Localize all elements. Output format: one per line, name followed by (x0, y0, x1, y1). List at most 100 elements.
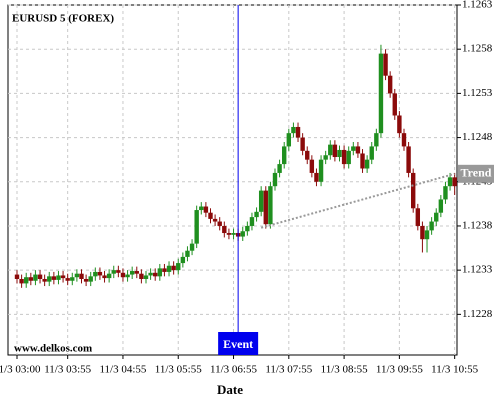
candle-body (97, 271, 103, 276)
candle-body (217, 221, 222, 226)
candle-body (401, 133, 407, 147)
candle-body (88, 276, 93, 282)
candle-body (282, 146, 287, 165)
candle-body (438, 199, 444, 213)
candle-body (258, 190, 264, 212)
x-tick-label: 11/3 05:55 (155, 364, 202, 376)
x-tick-label: 11/3 03:00 (0, 364, 41, 376)
candle-body (111, 270, 116, 274)
candle-body (14, 274, 20, 279)
candle-body (305, 150, 310, 160)
x-tick-label: 11/3 09:55 (376, 364, 423, 376)
x-tick-label: 11/3 06:55 (210, 364, 257, 376)
candle-body (74, 273, 80, 278)
candle-body (452, 177, 457, 187)
candle-body (263, 190, 268, 225)
candle-body (134, 271, 139, 274)
x-tick-label: 11/3 10:55 (431, 364, 478, 376)
candle-body (226, 233, 232, 235)
plot-frame (7, 4, 458, 356)
candle-body (387, 75, 393, 94)
candle-body (212, 218, 218, 222)
candle-body (24, 277, 29, 284)
candle-body (153, 272, 158, 277)
candle-body (83, 278, 89, 282)
candle-body (323, 155, 328, 160)
candle-body (300, 137, 305, 151)
candle-body (139, 273, 144, 279)
candle-body (332, 144, 338, 158)
candle-body (33, 274, 38, 281)
candle-body (231, 233, 236, 235)
candle-body (272, 172, 278, 187)
candle-body (19, 278, 24, 284)
candle-body (93, 271, 98, 277)
candle-body (37, 274, 43, 279)
candle-body (434, 212, 439, 222)
candle-body (116, 270, 121, 273)
candle-body (162, 268, 167, 272)
watermark: www.delkos.com (14, 343, 92, 355)
trend-label-box (458, 164, 494, 183)
candle-body (364, 159, 370, 169)
candle-body (341, 149, 347, 165)
candle-body (143, 275, 149, 279)
candle-body (70, 277, 75, 281)
candle-body (443, 186, 448, 200)
candle-body (129, 271, 135, 275)
candle-body (369, 146, 374, 160)
candle-body (415, 208, 421, 226)
candle-body (176, 263, 181, 271)
candle-body (120, 272, 126, 278)
candle-body (125, 274, 130, 278)
candle-body (203, 206, 209, 213)
candle-body (79, 273, 84, 279)
candle-body (309, 159, 315, 173)
event-label-box (218, 332, 259, 355)
candle-body (277, 164, 282, 173)
x-tick-label: 11/3 08:55 (321, 364, 368, 376)
trend-line (260, 172, 455, 229)
candle-body (249, 217, 255, 226)
candle-body (447, 177, 453, 187)
candle-body (148, 272, 153, 276)
candle-body (199, 206, 204, 211)
candle-body (291, 126, 296, 134)
candle-body (286, 133, 292, 147)
y-tick-label: 1.1263 (462, 0, 493, 11)
candle-body (106, 273, 112, 279)
candle-body (383, 53, 388, 76)
candle-body (254, 211, 259, 218)
candle-body (337, 149, 342, 158)
candle-body (222, 225, 227, 234)
candle-body (194, 210, 199, 244)
event-label: Event (223, 337, 253, 351)
candle-body (102, 275, 107, 279)
candle-body (42, 278, 47, 282)
candle-body (51, 276, 57, 280)
candle-body (28, 277, 34, 281)
chart-title: EURUSD 5 (FOREX) (12, 13, 114, 25)
candle-body (378, 53, 384, 134)
y-tick-label: 1.1248 (462, 131, 493, 143)
candle-body (351, 146, 356, 151)
x-tick-label: 11/3 07:55 (265, 364, 312, 376)
candle-body (157, 268, 163, 277)
candle-body (328, 144, 333, 156)
candle-body (245, 225, 250, 232)
candle-body (397, 115, 402, 134)
y-tick-label: 1.1238 (462, 219, 493, 231)
y-tick-label: 1.1233 (462, 264, 493, 276)
candle-body (392, 93, 397, 116)
candle-body (314, 172, 319, 182)
y-tick-label: 1.1253 (462, 87, 493, 99)
candle-body (65, 278, 70, 281)
candle-body (420, 225, 425, 240)
candle-body (318, 159, 324, 182)
candle-body (429, 221, 434, 231)
candle-body (406, 146, 411, 173)
x-tick-label: 11/3 03:55 (44, 364, 91, 376)
candle-body (411, 172, 416, 209)
candle-body (268, 186, 273, 225)
